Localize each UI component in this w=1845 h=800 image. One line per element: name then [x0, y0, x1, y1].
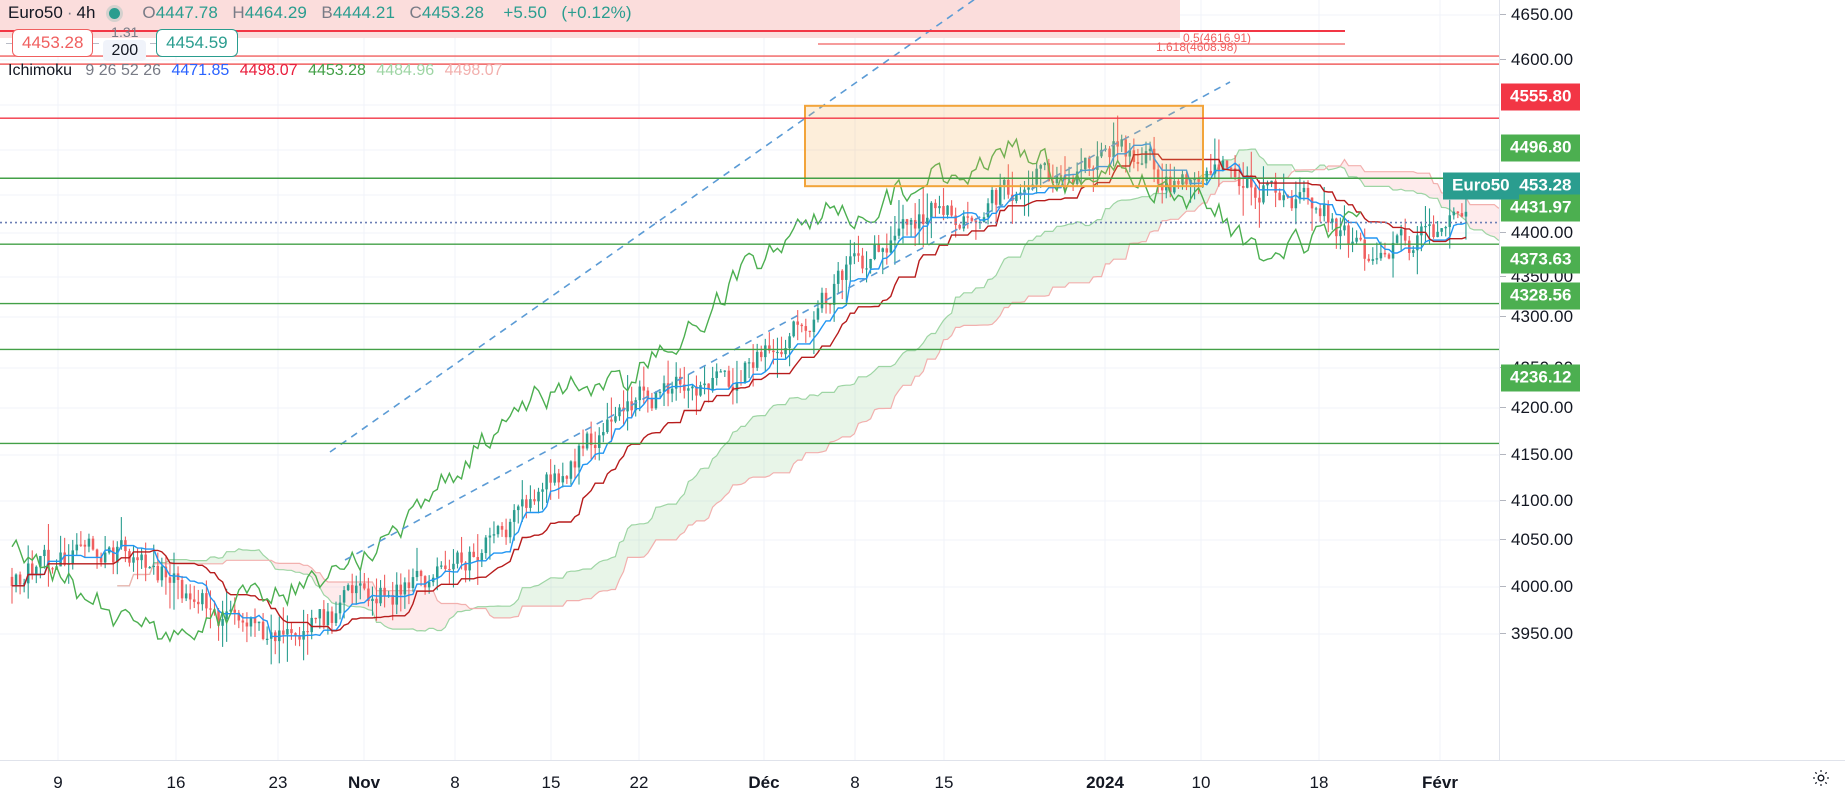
price-tick-mark — [1500, 276, 1506, 277]
time-tick-label: 18 — [1309, 773, 1329, 792]
time-tick-label: 8 — [850, 773, 860, 792]
ohlc-close-value: 4453.28 — [421, 3, 485, 22]
chip-middle-bottom: 200 — [103, 40, 147, 61]
horizontal-levels[interactable] — [0, 30, 1499, 445]
price-level-badge[interactable]: 4373.63 — [1501, 246, 1581, 274]
symbol-name[interactable]: Euro50 — [8, 3, 63, 22]
ichimoku-value-kijun: 4498.07 — [239, 62, 298, 79]
timeframe-label[interactable]: 4h — [76, 3, 96, 22]
price-tick-label: 3950.00 — [1511, 624, 1574, 643]
price-tick-label: 4000.00 — [1511, 577, 1574, 596]
time-tick-label: 2024 — [1086, 773, 1124, 792]
time-tick-label: 15 — [541, 773, 561, 792]
chip-connector-mid-right — [150, 42, 157, 44]
chip-middle[interactable]: 1.31 200 — [103, 24, 147, 61]
price-tick-label: 4600.00 — [1511, 50, 1574, 69]
ohlc-low-key: B — [321, 3, 333, 22]
ichimoku-tenkan-kijun — [12, 143, 1467, 638]
price-change: +5.50 — [503, 3, 547, 22]
price-tick-mark — [1500, 539, 1506, 540]
time-tick-label: 9 — [53, 773, 63, 792]
price-axis[interactable]: 4650.004600.004400.004350.004300.004250.… — [1499, 0, 1845, 760]
chip-connector-left — [6, 42, 12, 44]
legend-separator: · — [66, 3, 73, 22]
time-tick-label: Déc — [748, 773, 780, 792]
price-level-badge[interactable]: 4496.80 — [1501, 134, 1581, 162]
price-tick-label: 4400.00 — [1511, 223, 1574, 242]
price-tick-mark — [1500, 633, 1506, 634]
ohlc-high-value: 4464.29 — [244, 3, 307, 22]
settings-gear-icon[interactable] — [1811, 768, 1831, 788]
chart-plot-area[interactable] — [0, 0, 1499, 760]
chart-canvas — [0, 0, 1499, 760]
chip-middle-top: 1.31 — [111, 24, 139, 40]
price-level-badge[interactable]: 4328.56 — [1501, 282, 1581, 310]
current-price-tag: Euro50 — [1443, 172, 1519, 200]
time-tick-label: Nov — [347, 773, 381, 792]
trend-channel — [329, 0, 1231, 561]
time-tick-label: 16 — [166, 773, 186, 792]
price-tick-mark — [1500, 232, 1506, 233]
price-tick-mark — [1500, 407, 1506, 408]
ichimoku-legend[interactable]: Ichimoku 9 26 52 26 4471.85 4498.07 4453… — [8, 62, 503, 80]
price-level-badge[interactable]: 4555.80 — [1501, 83, 1581, 111]
ichimoku-value-senkou-b: 4498.07 — [444, 62, 503, 79]
price-tick-mark — [1500, 500, 1506, 501]
grid-lines — [0, 0, 1499, 760]
price-tick-label: 4200.00 — [1511, 398, 1574, 417]
time-axis[interactable]: 9 16 23 Nov 8 15 22 Déc 8 15 2024 10 18 Févr — [0, 760, 1845, 800]
ohlc-values: O4447.78 H4464.29 B4444.21 C4453.28 +5.5… — [142, 3, 631, 23]
chip-connector-mid-left — [93, 42, 100, 44]
price-tick-label: 4300.00 — [1511, 307, 1574, 326]
price-tick-mark — [1500, 454, 1506, 455]
ichimoku-cloud — [117, 149, 1499, 631]
chart-legend: Euro50 · 4h O4447.78 H4464.29 B4444.21 C… — [8, 2, 632, 24]
time-tick-label: Févr — [1422, 773, 1458, 792]
price-tick-label: 4100.00 — [1511, 491, 1574, 510]
chip-right-value[interactable]: 4454.59 — [156, 29, 238, 57]
ohlc-open-key: O — [142, 3, 156, 22]
time-tick-label: 15 — [934, 773, 954, 792]
highlight-zone-box[interactable] — [804, 104, 1204, 188]
ohlc-close-key: C — [409, 3, 422, 22]
price-tick-mark — [1500, 586, 1506, 587]
fib-label-0-5: 0.5(4616.91) — [1183, 31, 1252, 45]
ichimoku-lines — [117, 148, 1499, 632]
time-tick-label: 23 — [268, 773, 288, 792]
ichimoku-name: Ichimoku — [8, 62, 73, 79]
ichimoku-params: 9 26 52 26 — [85, 62, 162, 79]
ichimoku-value-chikou: 4453.28 — [308, 62, 366, 79]
time-tick-label: 8 — [450, 773, 460, 792]
ohlc-high-key: H — [232, 3, 245, 22]
circle-dot-icon — [109, 7, 121, 19]
time-tick-label: 22 — [629, 773, 649, 792]
chip-left-value[interactable]: 4453.28 — [12, 29, 94, 57]
price-tick-label: 4050.00 — [1511, 530, 1574, 549]
time-tick-label: 10 — [1191, 773, 1211, 792]
ohlc-low-value: 4444.21 — [332, 3, 396, 22]
price-tick-mark — [1500, 14, 1506, 15]
ohlc-open-value: 4447.78 — [155, 3, 218, 22]
legend-symbol-row: Euro50 · 4h O4447.78 H4464.29 B4444.21 C… — [8, 2, 632, 24]
price-tick-label: 4150.00 — [1511, 445, 1574, 464]
price-tick-mark — [1500, 316, 1506, 317]
fib-label-1-618: 1.618(4608.98) — [1156, 40, 1238, 54]
indicator-chips: 4453.28 1.31 200 4454.59 — [6, 25, 238, 61]
price-level-badge[interactable]: 4236.12 — [1501, 364, 1581, 392]
price-tick-label: 4650.00 — [1511, 5, 1574, 24]
price-change-percent: (+0.12%) — [561, 3, 632, 22]
price-tick-mark — [1500, 59, 1506, 60]
ichimoku-value-senkou-a: 4484.96 — [376, 62, 435, 79]
ichimoku-value-tenkan: 4471.85 — [171, 62, 230, 79]
candlestick-series — [10, 115, 1468, 665]
